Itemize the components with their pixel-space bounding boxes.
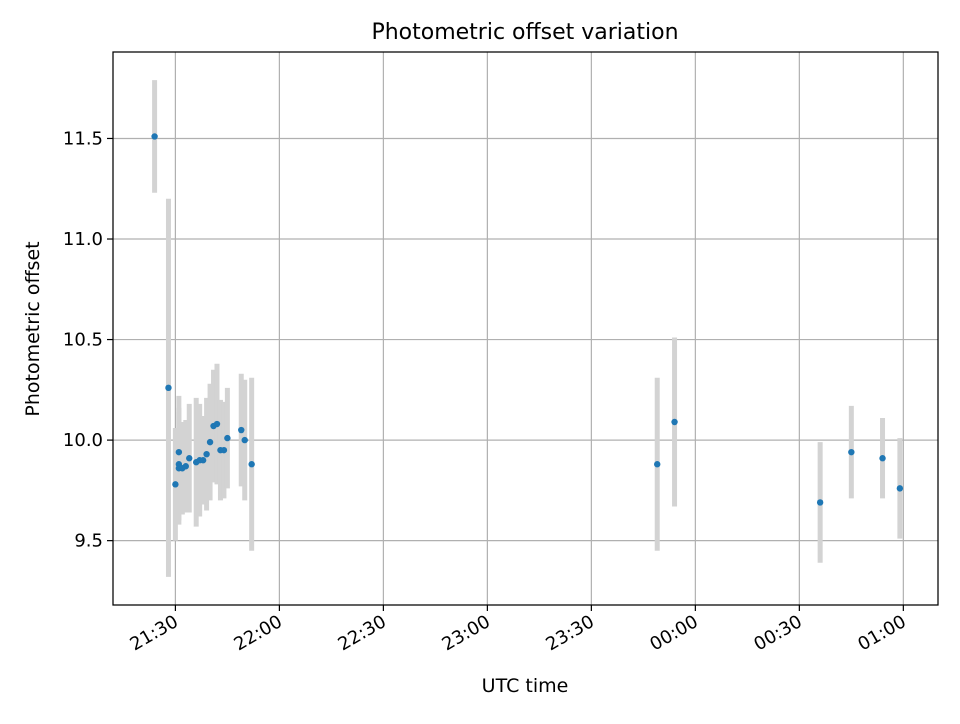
x-tick-label: 22:00 xyxy=(230,611,285,655)
error-bars xyxy=(152,80,903,577)
chart-title: Photometric offset variation xyxy=(371,20,678,45)
y-tick-label: 9.5 xyxy=(74,531,103,552)
data-point xyxy=(248,461,255,468)
data-point xyxy=(879,455,886,462)
y-axis-ticks: 9.5 10.0 10.5 11.0 11.5 xyxy=(63,128,113,552)
x-axis-ticks: 21:30 22:00 22:30 23:00 23:30 00:00 00:30 01:00 xyxy=(126,605,910,655)
y-tick-label: 11.5 xyxy=(63,128,103,149)
y-tick-label: 11.0 xyxy=(63,229,103,250)
y-tick-label: 10.5 xyxy=(63,330,103,351)
data-point xyxy=(238,426,245,434)
data-point xyxy=(206,438,214,446)
data-point xyxy=(165,384,172,392)
x-tick-label: 00:00 xyxy=(646,611,701,655)
data-point xyxy=(896,485,904,492)
data-point xyxy=(241,436,248,444)
grid-lines xyxy=(113,52,938,605)
x-tick-label: 21:30 xyxy=(126,611,181,655)
data-point xyxy=(224,434,231,442)
x-tick-label: 22:30 xyxy=(334,611,389,655)
x-tick-label: 23:00 xyxy=(438,611,493,655)
data-point xyxy=(654,461,661,468)
x-axis-label: UTC time xyxy=(482,675,569,697)
data-point xyxy=(220,446,228,454)
y-tick-label: 10.0 xyxy=(63,430,103,451)
data-point xyxy=(848,448,855,456)
plot-frame xyxy=(112,51,939,606)
data-point xyxy=(213,420,221,428)
data-point xyxy=(182,463,189,470)
data-point xyxy=(151,133,158,140)
x-tick-label: 23:30 xyxy=(542,611,597,655)
data-point xyxy=(186,455,193,462)
data-point xyxy=(816,499,824,506)
data-points xyxy=(151,133,904,506)
y-axis-label: Photometric offset xyxy=(22,241,44,416)
data-point xyxy=(172,481,179,488)
data-point xyxy=(203,450,210,458)
data-point xyxy=(199,457,207,464)
data-point xyxy=(175,448,183,456)
x-tick-label: 00:30 xyxy=(750,611,805,655)
data-point xyxy=(671,418,678,426)
x-tick-label: 01:00 xyxy=(854,611,909,655)
